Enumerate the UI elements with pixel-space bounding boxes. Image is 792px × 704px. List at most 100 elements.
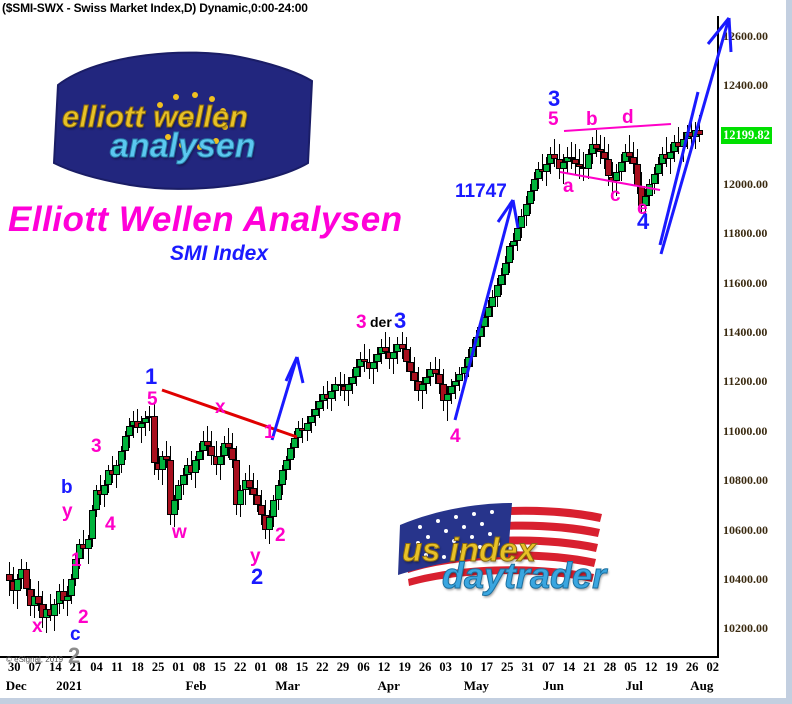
date-axis-day: 12 [377,660,391,674]
candlestick [621,16,629,656]
candlestick [307,16,315,656]
date-axis-month: Apr [377,678,400,693]
candlestick [92,16,100,656]
wave-label: e [637,198,648,219]
date-axis[interactable]: 30 07 14 21 04 11 18 25 01 08 15 22 01 08 15 22 29 06 12 19… [0,660,719,704]
wave-label: 3 [356,312,367,333]
date-axis-day: 18 [131,660,144,674]
candlestick [390,16,398,656]
date-axis-day: 22 [233,660,247,674]
wave-label: 3 [91,436,102,457]
date-axis-day: 01 [172,660,185,674]
chart-title: ($SMI-SWX - Swiss Market Index,D) Dynami… [2,1,308,15]
candlestick [348,16,356,656]
candlestick [559,16,567,656]
candlestick [175,16,183,656]
candlestick [696,16,704,656]
candlestick [584,16,592,656]
price-axis-tick: 11800.00 [723,226,768,241]
candlestick [204,16,212,656]
date-axis-day: 30 [8,660,21,674]
wave-label: 4 [450,426,461,447]
bottom-scroll-strip[interactable] [0,698,792,704]
candlestick [191,16,199,656]
date-axis-day: 19 [398,660,411,674]
candlestick [444,16,451,656]
date-axis-day: 12 [644,660,658,674]
candlestick [249,16,257,656]
price-axis[interactable]: 12600.00 12400.00 12000.00 11800.00 11600.00… [721,16,786,658]
eu-stars [156,92,228,150]
candlestick [543,16,551,656]
wave-label: 4 [637,209,650,234]
candlestick [63,16,71,656]
candlestick [282,16,290,656]
page-title: Elliott Wellen Analysen [8,200,403,239]
candlestick [410,16,418,656]
candlestick [567,16,575,656]
wave-label: 2 [251,564,264,589]
candlestick [530,16,538,656]
price-axis-tick: 10200.00 [723,621,768,636]
copyright-notice: © eSignal, 2019 [6,655,64,664]
candlestick [572,16,580,656]
elliott-wellen-logo-line2: analysen [110,127,257,166]
candlestick [526,16,534,656]
candlestick [596,16,604,656]
candlestick [245,16,253,656]
candlestick [361,16,369,656]
price-plot-area[interactable] [0,16,719,658]
candlestick [34,16,42,656]
elliott-wellen-logo: elliott wellen analysen [40,45,325,195]
us-index-logo-line2: daytrader [441,555,607,597]
date-axis-day: 26 [418,660,432,674]
price-axis-tick: 11200.00 [723,374,768,389]
wave-label: b [61,477,73,498]
date-axis-day: 08 [275,660,288,674]
date-axis-day: 05 [624,660,637,674]
wave-label: d [622,107,634,128]
candlestick [150,16,158,656]
candlestick [431,16,439,656]
candlestick [369,16,377,656]
date-axis-day: 29 [336,660,350,674]
candlestick [258,16,266,656]
wave-label: der [370,314,392,330]
date-axis-day: 15 [213,660,226,674]
candlestick [406,16,414,656]
price-axis-tick: 12600.00 [723,28,768,43]
candlestick [179,16,187,656]
candlestick [419,16,427,656]
candlestick [344,16,352,656]
us-flag-shape [396,503,646,607]
wave-label: b [586,109,598,130]
candlestick [266,16,274,656]
wave-label: c [610,185,621,206]
candlestick [117,16,125,656]
date-axis-day: 11 [111,660,123,674]
wave-label: 3 [548,86,561,111]
candlestick [163,16,171,656]
candlestick [125,16,133,656]
candlestick [592,16,600,656]
date-axis-day: 08 [192,660,206,674]
date-axis-month: Dec [5,678,27,693]
date-axis-day: 15 [295,660,309,674]
candlestick [84,16,92,656]
candlestick [67,16,75,656]
wave-label: 2 [275,525,286,546]
wave-label: a [563,176,574,197]
candlestick [225,16,232,656]
date-axis-month: May [463,678,490,693]
page-subtitle: SMI Index [170,242,269,265]
right-scroll-strip[interactable] [786,0,792,704]
candlestick [435,16,443,656]
candlestick [22,16,30,656]
candlestick [88,16,96,656]
candlestick [551,16,559,656]
wave-label: 2 [78,607,89,628]
candlestick [629,16,637,656]
date-axis-month: Mar [275,678,300,693]
candlestick [311,16,319,656]
candlestick [402,16,410,656]
